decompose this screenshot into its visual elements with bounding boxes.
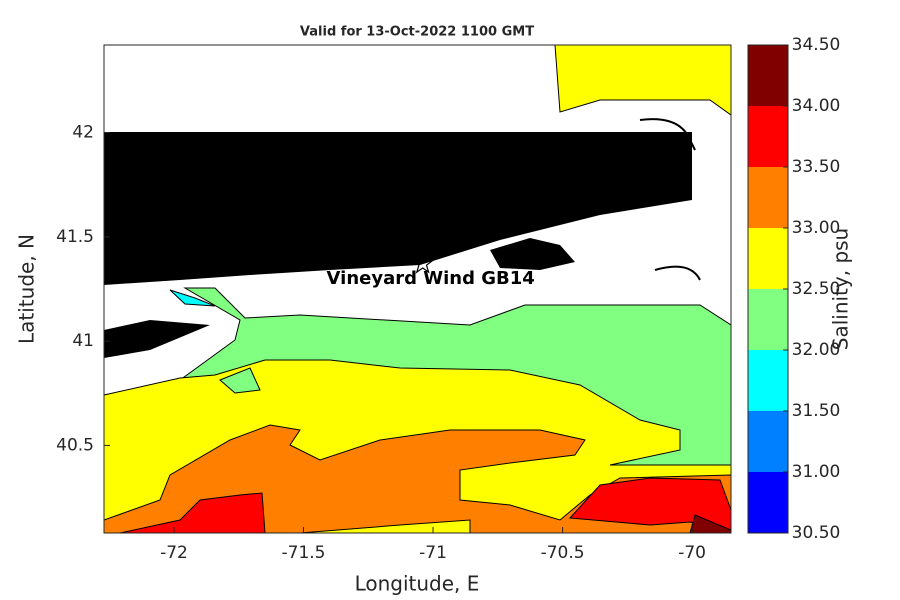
colorbar-tick-label: 34.50 (792, 35, 841, 55)
x-tick-label: -70 (678, 543, 706, 563)
region (540, 45, 731, 116)
colorbar-bin (748, 472, 788, 533)
colorbar-bin (748, 228, 788, 289)
contour-fill (104, 45, 731, 533)
region (119, 492, 266, 533)
colorbar-bin (748, 411, 788, 472)
x-tick-label: -71 (419, 543, 447, 563)
region (169, 289, 216, 307)
colorbar-tick-label: 32.00 (792, 340, 841, 360)
region (568, 477, 731, 533)
colorbar-bin (748, 106, 788, 167)
colorbar-tick-label: 32.50 (792, 279, 841, 299)
site-marker (411, 252, 434, 274)
colorbar-tick-label: 31.00 (792, 462, 841, 482)
land (104, 320, 210, 358)
coastline (639, 118, 701, 281)
x-tick-label: -70.5 (541, 543, 585, 563)
colorbar-bin (748, 167, 788, 228)
colorbar-tick-label: 33.00 (792, 218, 841, 238)
chart-title: Valid for 13-Oct-2022 1100 GMT (300, 25, 534, 40)
colorbar-bin (748, 289, 788, 350)
y-axis-label: Latitude, N (15, 234, 39, 344)
colorbar-tick-label: 33.50 (792, 157, 841, 177)
x-axis-label: Longitude, E (355, 572, 480, 596)
region (689, 514, 731, 533)
plot-frame (103, 44, 732, 534)
colorbar-label: Salinity, psu (829, 228, 853, 350)
colorbar-bin (748, 350, 788, 411)
region (219, 367, 261, 394)
x-tick-label: -71.5 (282, 543, 326, 563)
y-tick-label: 40.5 (56, 435, 94, 455)
site-label: Vineyard Wind GB14 (327, 268, 535, 289)
land-mask (104, 132, 692, 285)
colorbar-tick-label: 34.00 (792, 96, 841, 116)
colorbar-bin (748, 45, 788, 106)
colorbar-tick-label: 31.50 (792, 401, 841, 421)
x-tick-label: -72 (160, 543, 188, 563)
land (490, 238, 575, 270)
y-tick-label: 42 (72, 123, 94, 143)
y-tick-label: 41.5 (56, 227, 94, 247)
colorbar-tick-label: 30.50 (792, 523, 841, 543)
y-tick-label: 41 (72, 331, 94, 351)
